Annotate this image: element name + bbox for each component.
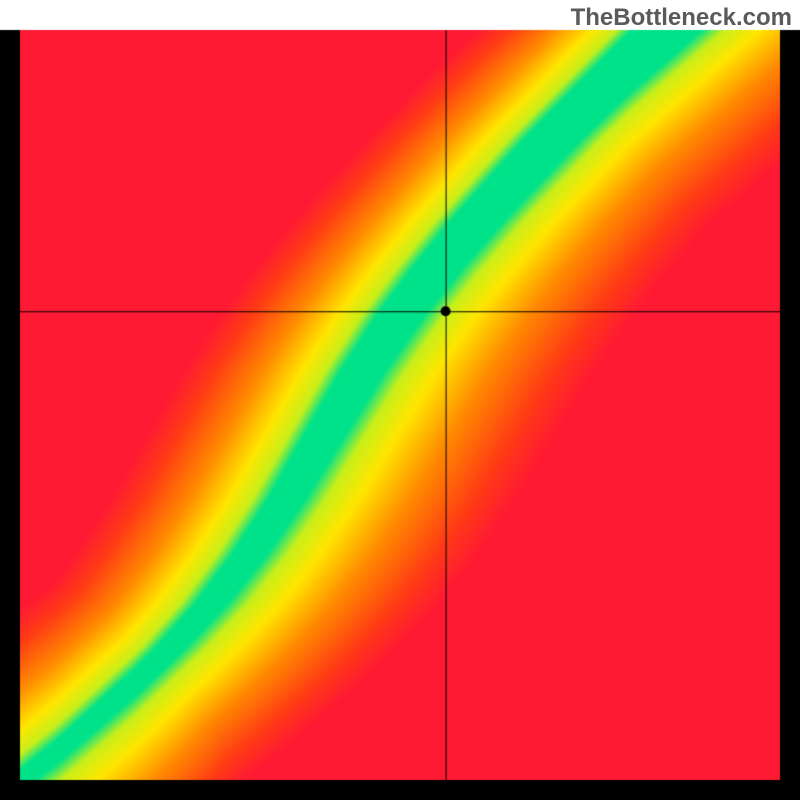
chart-container: TheBottleneck.com	[0, 0, 800, 800]
bottleneck-heatmap	[0, 0, 800, 800]
watermark-text: TheBottleneck.com	[571, 4, 792, 32]
